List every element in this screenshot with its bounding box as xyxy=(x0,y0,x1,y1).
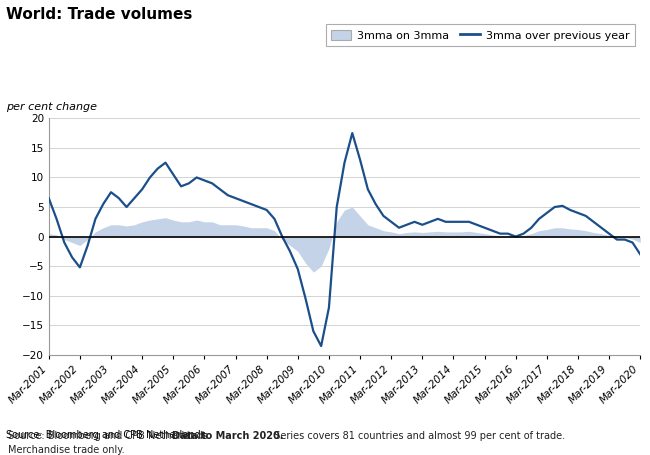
Text: Source: Bloomberg and CPB Netherlands.: Source: Bloomberg and CPB Netherlands. xyxy=(6,430,213,440)
Legend: 3mma on 3mma, 3mma over previous year: 3mma on 3mma, 3mma over previous year xyxy=(326,25,634,46)
Text: Source: Bloomberg and CPB Netherlands.: Source: Bloomberg and CPB Netherlands. xyxy=(8,431,214,441)
Text: Merchandise trade only.: Merchandise trade only. xyxy=(8,445,124,455)
Text: World: Trade volumes: World: Trade volumes xyxy=(6,7,193,22)
Text: Series covers 81 countries and almost 99 per cent of trade.: Series covers 81 countries and almost 99… xyxy=(268,431,565,441)
Text: Data to March 2020.: Data to March 2020. xyxy=(172,431,284,441)
Text: per cent change: per cent change xyxy=(6,102,97,112)
